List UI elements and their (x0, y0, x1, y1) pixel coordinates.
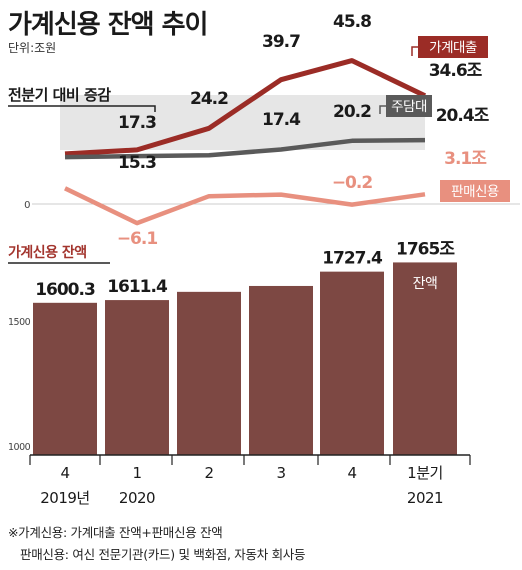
zero-tick-label: 0 (24, 200, 30, 211)
line-data-label-0-1: 17.3 (118, 113, 156, 133)
line-data-label-1-5: 20.4조 (436, 106, 490, 126)
unit-label: 단위:조원 (8, 41, 57, 55)
legend-mortgage-box (386, 95, 432, 117)
balance-bar-0 (33, 302, 97, 455)
balance-bar-1 (105, 300, 169, 455)
line-data-label-0-5: 34.6조 (429, 61, 483, 81)
line-section-title: 전분기 대비 증감 (8, 86, 111, 104)
x-category-label-2: 2 (204, 464, 213, 482)
chart-title: 가계신용 잔액 추이 (8, 10, 208, 40)
bar-ytick-1000: 1000 (8, 442, 31, 453)
balance-bar-note: 잔액 (413, 276, 438, 292)
x-year-label-5: 2021 (407, 489, 443, 507)
bar-ytick-1500: 1500 (8, 317, 31, 328)
line-data-label-2-1: −6.1 (117, 229, 158, 249)
line-data-label-1-1: 15.3 (118, 153, 156, 173)
line-data-label-1-4: 20.2 (333, 102, 371, 122)
x-category-label-3: 3 (276, 464, 285, 482)
line-data-label-2-4: −0.2 (332, 173, 373, 193)
legend-household-box (418, 36, 488, 58)
legend-mortgage-text: 주담대 (391, 99, 427, 115)
x-year-label-1: 2020 (119, 489, 155, 507)
line-data-label-0-2: 24.2 (190, 89, 228, 109)
balance-bar-3 (249, 285, 313, 455)
balance-bar-5 (393, 262, 457, 455)
series-line-household (64, 58, 427, 157)
balance-value-label-4: 1727.4 (322, 249, 383, 269)
line-data-label-2-5: 3.1조 (444, 149, 487, 169)
legend-sales-box (440, 180, 510, 202)
balance-value-label-5: 1765조 (396, 239, 455, 259)
x-category-label-5: 1분기 (407, 464, 443, 482)
line-section-title-leader (8, 105, 156, 112)
line-data-label-0-4: 45.8 (333, 12, 371, 32)
series-line-mortgage (64, 137, 426, 160)
legend-household-leader (411, 46, 418, 56)
legend-household-text: 가계대출 (429, 40, 477, 56)
series-line-sales (64, 186, 426, 226)
footnote-line1: ※가계신용: 가계대출 잔액+판매신용 잔액 (8, 525, 223, 540)
bar-section-title: 가계신용 잔액 (8, 244, 87, 261)
x-category-label-0: 4 (60, 464, 69, 482)
x-category-label-1: 1 (132, 464, 141, 482)
chart-svg: 0 전분기 대비 증감 17.3 24.2 39.7 45.8 34.6조 15.3 17.4 2… (8, 12, 520, 507)
balance-value-label-0: 1600.3 (35, 280, 95, 300)
footnote-line2: 판매신용: 여신 전문기관(카드) 및 백화점, 자동차 회사등 (20, 547, 306, 562)
legend-mortgage-leader (379, 105, 386, 114)
legend-sales-text: 판매신용 (451, 184, 499, 200)
x-category-label-4: 4 (347, 464, 356, 482)
line-data-label-0-3: 39.7 (262, 32, 300, 52)
balance-value-label-1: 1611.4 (107, 277, 168, 297)
balance-bar-4 (320, 271, 384, 455)
x-year-label-0: 2019년 (40, 489, 89, 507)
balance-bar-2 (177, 291, 241, 455)
line-data-label-1-3: 17.4 (262, 110, 301, 130)
